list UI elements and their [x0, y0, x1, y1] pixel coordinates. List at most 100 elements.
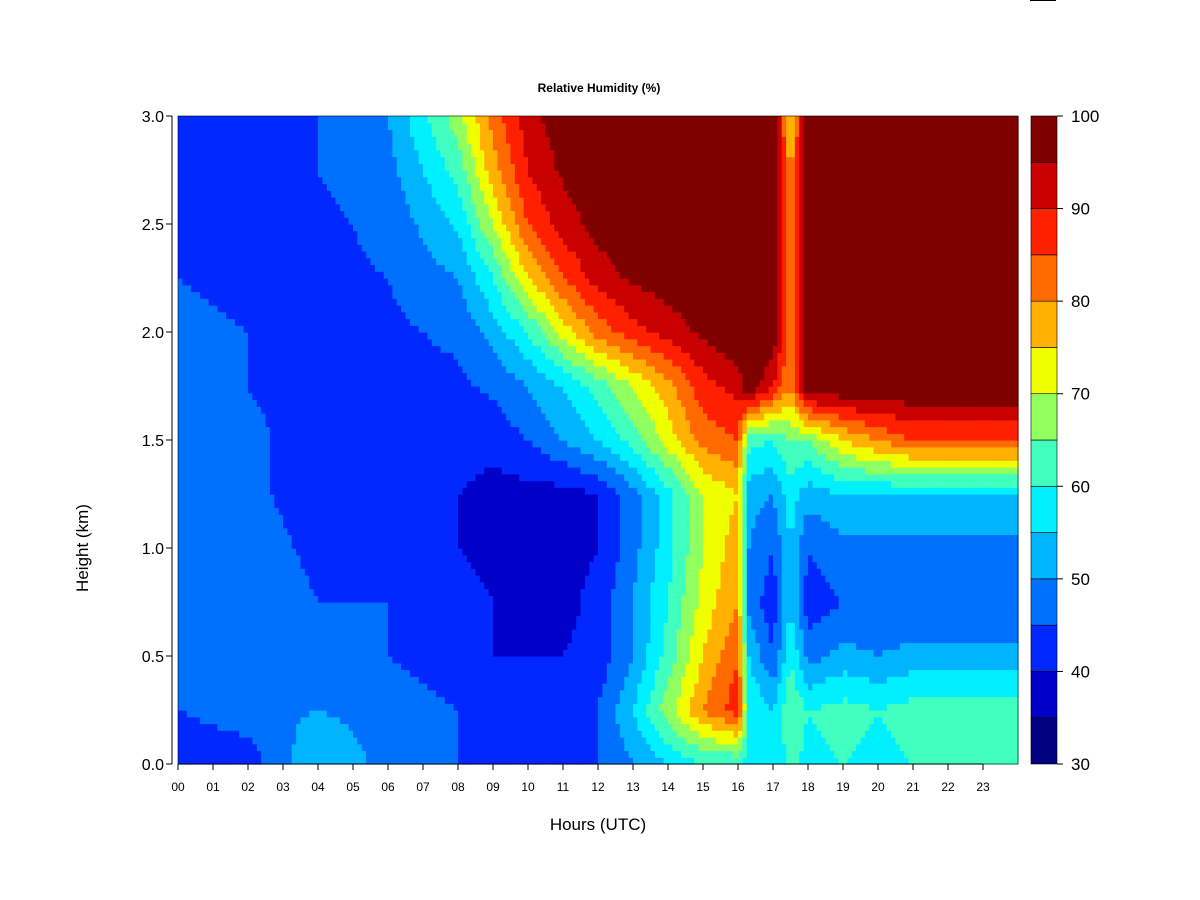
heatmap-cell — [1005, 757, 1010, 764]
heatmap-cell — [865, 751, 870, 758]
heatmap-cell — [992, 636, 997, 643]
heatmap-cell — [436, 609, 441, 616]
heatmap-cell — [366, 703, 371, 710]
heatmap-cell — [322, 683, 327, 690]
heatmap-cell — [896, 703, 901, 710]
heatmap-cell — [725, 737, 730, 744]
heatmap-cell — [751, 616, 756, 623]
heatmap-cell — [563, 757, 568, 764]
heatmap-cell — [414, 643, 419, 650]
heatmap-cell — [187, 636, 192, 643]
heatmap-cell — [843, 751, 848, 758]
heatmap-cell — [812, 670, 817, 677]
heatmap-cell — [913, 757, 918, 764]
heatmap-cell — [388, 622, 393, 629]
heatmap-cell — [589, 724, 594, 731]
heatmap-cell — [808, 629, 813, 636]
heatmap-cell — [948, 690, 953, 697]
heatmap-cell — [931, 629, 936, 636]
heatmap-cell — [629, 757, 634, 764]
heatmap-cell — [830, 670, 835, 677]
heatmap-cell — [550, 676, 555, 683]
heatmap-cell — [515, 663, 520, 670]
heatmap-cell — [966, 589, 971, 596]
heatmap-cell — [353, 595, 358, 602]
heatmap-cell — [935, 690, 940, 697]
heatmap-cell — [581, 622, 586, 629]
heatmap-cell — [178, 656, 183, 663]
heatmap-cell — [664, 663, 669, 670]
heatmap-cell — [1005, 589, 1010, 596]
heatmap-cell — [449, 602, 454, 609]
heatmap-cell — [209, 656, 214, 663]
heatmap-cell — [852, 663, 857, 670]
heatmap-cell — [305, 676, 310, 683]
heatmap-cell — [550, 744, 555, 751]
heatmap-cell — [519, 683, 524, 690]
heatmap-cell — [1005, 697, 1010, 704]
heatmap-cell — [309, 730, 314, 737]
heatmap-cell — [239, 703, 244, 710]
heatmap-cell — [926, 609, 931, 616]
heatmap-cell — [336, 730, 341, 737]
heatmap-cell — [861, 703, 866, 710]
heatmap-cell — [896, 649, 901, 656]
heatmap-cell — [524, 703, 529, 710]
heatmap-cell — [655, 710, 660, 717]
heatmap-cell — [659, 744, 664, 751]
heatmap-cell — [624, 737, 629, 744]
heatmap-cell — [541, 663, 546, 670]
heatmap-cell — [200, 744, 205, 751]
heatmap-cell — [826, 757, 831, 764]
heatmap-cell — [309, 744, 314, 751]
heatmap-cell — [497, 757, 502, 764]
heatmap-cell — [882, 717, 887, 724]
heatmap-cell — [187, 589, 192, 596]
heatmap-cell — [567, 609, 572, 616]
heatmap-cell — [602, 730, 607, 737]
heatmap-cell — [725, 697, 730, 704]
heatmap-cell — [327, 589, 332, 596]
heatmap-cell — [196, 636, 201, 643]
heatmap-cell — [480, 730, 485, 737]
heatmap-cell — [397, 636, 402, 643]
heatmap-cell — [616, 703, 621, 710]
heatmap-cell — [252, 636, 257, 643]
heatmap-cell — [581, 697, 586, 704]
heatmap-cell — [637, 656, 642, 663]
heatmap-cell — [1005, 629, 1010, 636]
heatmap-cell — [462, 710, 467, 717]
heatmap-cell — [305, 622, 310, 629]
heatmap-cell — [896, 670, 901, 677]
heatmap-cell — [384, 629, 389, 636]
heatmap-cell — [887, 663, 892, 670]
heatmap-cell — [379, 724, 384, 731]
heatmap-cell — [957, 683, 962, 690]
heatmap-cell — [511, 622, 516, 629]
heatmap-cell — [996, 656, 1001, 663]
heatmap-cell — [541, 609, 546, 616]
heatmap-cell — [777, 757, 782, 764]
heatmap-cell — [524, 616, 529, 623]
heatmap-cell — [913, 636, 918, 643]
heatmap-cell — [699, 757, 704, 764]
heatmap-cell — [896, 744, 901, 751]
heatmap-cell — [528, 710, 533, 717]
heatmap-cell — [362, 602, 367, 609]
heatmap-cell — [436, 676, 441, 683]
heatmap-cell — [594, 724, 599, 731]
heatmap-cell — [244, 730, 249, 737]
heatmap-cell — [826, 670, 831, 677]
heatmap-cell — [677, 670, 682, 677]
heatmap-cell — [209, 663, 214, 670]
heatmap-cell — [336, 744, 341, 751]
heatmap-cell — [712, 751, 717, 758]
heatmap-cell — [187, 717, 192, 724]
heatmap-cell — [480, 589, 485, 596]
heatmap-cell — [532, 656, 537, 663]
heatmap-cell — [484, 676, 489, 683]
heatmap-cell — [261, 690, 266, 697]
heatmap-cell — [506, 595, 511, 602]
heatmap-cell — [795, 602, 800, 609]
heatmap-cell — [979, 595, 984, 602]
